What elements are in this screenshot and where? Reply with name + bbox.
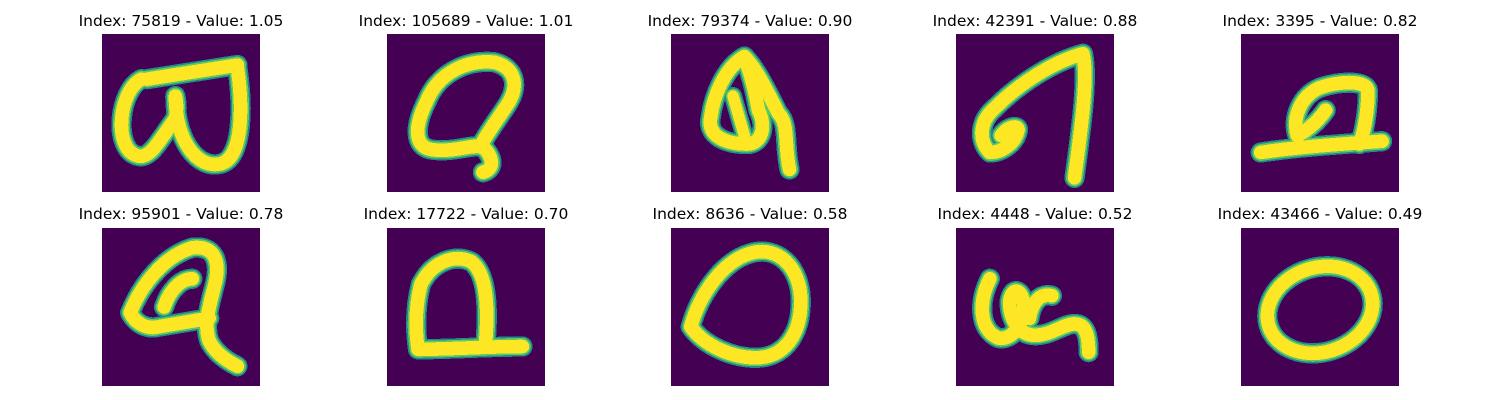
digit-image	[102, 228, 260, 386]
digit-image-panel	[387, 34, 545, 192]
panel-title: Index: 42391 - Value: 0.88	[932, 12, 1138, 30]
digit-image	[1241, 228, 1399, 386]
panel-title: Index: 75819 - Value: 1.05	[78, 12, 284, 30]
digit-image	[387, 34, 545, 192]
digit-image-panel	[1241, 228, 1399, 386]
digit-image-panel	[671, 34, 829, 192]
digit-image	[1241, 34, 1399, 192]
digit-image-panel	[956, 34, 1114, 192]
panel-title: Index: 79374 - Value: 0.90	[647, 12, 853, 30]
digit-image-panel	[102, 228, 260, 386]
digit-image	[671, 228, 829, 386]
digit-image-panel	[671, 228, 829, 386]
digit-image	[956, 34, 1114, 192]
digit-image-panel	[956, 228, 1114, 386]
panel-title: Index: 43466 - Value: 0.49	[1217, 205, 1423, 223]
digit-image	[387, 228, 545, 386]
panel-title: Index: 8636 - Value: 0.58	[652, 205, 848, 223]
digit-image-panel	[387, 228, 545, 386]
panel-title: Index: 95901 - Value: 0.78	[78, 205, 284, 223]
panel-title: Index: 3395 - Value: 0.82	[1222, 12, 1418, 30]
digit-image	[102, 34, 260, 192]
digit-image-panel	[1241, 34, 1399, 192]
panel-title: Index: 105689 - Value: 1.01	[358, 12, 574, 30]
panel-title: Index: 4448 - Value: 0.52	[937, 205, 1133, 223]
digit-image	[956, 228, 1114, 386]
digit-image-panel	[102, 34, 260, 192]
panel-title: Index: 17722 - Value: 0.70	[363, 205, 569, 223]
digit-image	[671, 34, 829, 192]
